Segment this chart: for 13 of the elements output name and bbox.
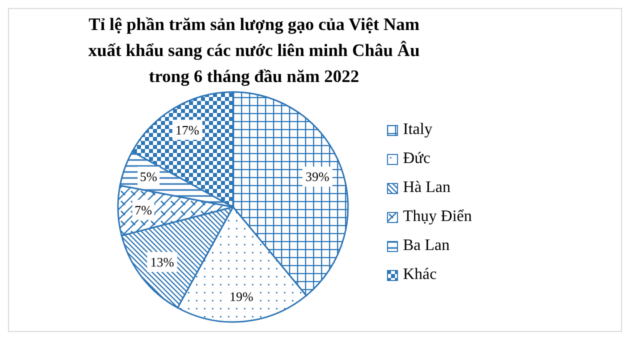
legend-label: Italy (403, 121, 432, 139)
data-label: 19% (230, 288, 254, 304)
data-label: 13% (150, 254, 174, 270)
data-label: 17% (175, 122, 200, 138)
data-label: 39% (305, 169, 330, 184)
legend-label: Đức (403, 150, 430, 168)
data-label: 7% (134, 202, 152, 218)
chart-title: Tỉ lệ phần trăm sản lượng gạo của Việt Nam xuất khẩu sang các nước liên minh Châu Âu trong 6 tháng đầu năm 2022 (87, 13, 421, 88)
legend-label: Ba Lan (403, 237, 450, 255)
legend-label: Thụy Điển (403, 208, 472, 226)
legend-label: Hà Lan (403, 179, 451, 197)
data-label: 5% (140, 169, 158, 184)
legend-label: Khác (403, 266, 437, 284)
